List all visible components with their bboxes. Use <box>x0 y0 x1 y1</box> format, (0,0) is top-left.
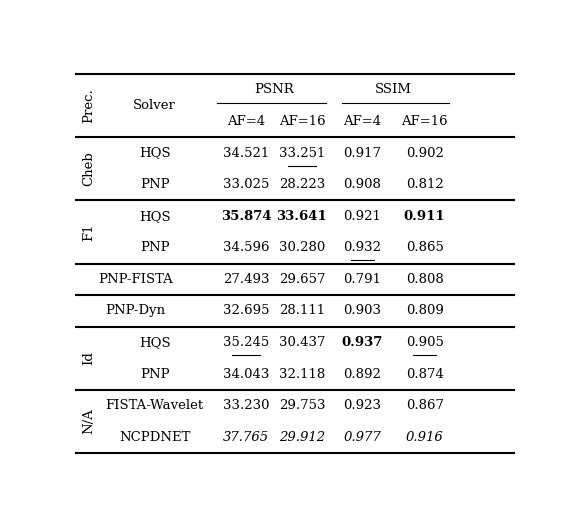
Text: PNP: PNP <box>140 241 169 254</box>
Text: 33.251: 33.251 <box>279 147 325 160</box>
Text: 30.437: 30.437 <box>279 336 325 349</box>
Text: 0.812: 0.812 <box>406 178 444 191</box>
Text: 0.892: 0.892 <box>343 368 381 381</box>
Text: HQS: HQS <box>139 210 170 223</box>
Text: 34.521: 34.521 <box>223 147 269 160</box>
Text: 0.867: 0.867 <box>406 399 444 412</box>
Text: 33.230: 33.230 <box>223 399 270 412</box>
Text: 0.903: 0.903 <box>343 305 381 318</box>
Text: PSNR: PSNR <box>254 83 294 96</box>
Text: 35.245: 35.245 <box>223 336 269 349</box>
Text: 34.043: 34.043 <box>223 368 270 381</box>
Text: 29.657: 29.657 <box>279 273 325 286</box>
Text: 28.223: 28.223 <box>279 178 325 191</box>
Text: Cheb: Cheb <box>82 151 96 186</box>
Text: 32.695: 32.695 <box>223 305 270 318</box>
Text: AF=4: AF=4 <box>343 115 381 128</box>
Text: Id: Id <box>82 351 96 365</box>
Text: 0.923: 0.923 <box>343 399 381 412</box>
Text: 0.865: 0.865 <box>406 241 444 254</box>
Text: N/A: N/A <box>82 409 96 434</box>
Text: PNP: PNP <box>140 178 169 191</box>
Text: PNP: PNP <box>140 368 169 381</box>
Text: 0.937: 0.937 <box>342 336 383 349</box>
Text: 0.932: 0.932 <box>343 241 381 254</box>
Text: Prec.: Prec. <box>82 89 96 123</box>
Text: 0.908: 0.908 <box>343 178 381 191</box>
Text: 30.280: 30.280 <box>279 241 325 254</box>
Text: 29.753: 29.753 <box>279 399 325 412</box>
Text: 37.765: 37.765 <box>223 431 269 444</box>
Text: 0.791: 0.791 <box>343 273 381 286</box>
Text: 0.808: 0.808 <box>406 273 444 286</box>
Text: 0.905: 0.905 <box>406 336 444 349</box>
Text: 35.874: 35.874 <box>221 210 271 223</box>
Text: 33.025: 33.025 <box>223 178 270 191</box>
Text: 0.874: 0.874 <box>406 368 444 381</box>
Text: PNP-Dyn: PNP-Dyn <box>105 305 165 318</box>
Text: AF=16: AF=16 <box>401 115 448 128</box>
Text: FISTA-Wavelet: FISTA-Wavelet <box>105 399 204 412</box>
Text: 29.912: 29.912 <box>279 431 325 444</box>
Text: 0.902: 0.902 <box>406 147 444 160</box>
Text: 0.977: 0.977 <box>343 431 381 444</box>
Text: 0.911: 0.911 <box>404 210 445 223</box>
Text: 0.917: 0.917 <box>343 147 381 160</box>
Text: 33.641: 33.641 <box>276 210 327 223</box>
Text: 27.493: 27.493 <box>223 273 270 286</box>
Text: SSIM: SSIM <box>375 83 412 96</box>
Text: HQS: HQS <box>139 336 170 349</box>
Text: NCPDNET: NCPDNET <box>119 431 190 444</box>
Text: HQS: HQS <box>139 147 170 160</box>
Text: 0.916: 0.916 <box>406 431 444 444</box>
Text: 0.921: 0.921 <box>343 210 381 223</box>
Text: 34.596: 34.596 <box>223 241 270 254</box>
Text: 0.809: 0.809 <box>406 305 444 318</box>
Text: F1: F1 <box>82 223 96 241</box>
Text: 28.111: 28.111 <box>279 305 325 318</box>
Text: PNP-FISTA: PNP-FISTA <box>98 273 173 286</box>
Text: AF=16: AF=16 <box>279 115 325 128</box>
Text: Solver: Solver <box>133 99 176 112</box>
Text: AF=4: AF=4 <box>227 115 265 128</box>
Text: 32.118: 32.118 <box>279 368 325 381</box>
